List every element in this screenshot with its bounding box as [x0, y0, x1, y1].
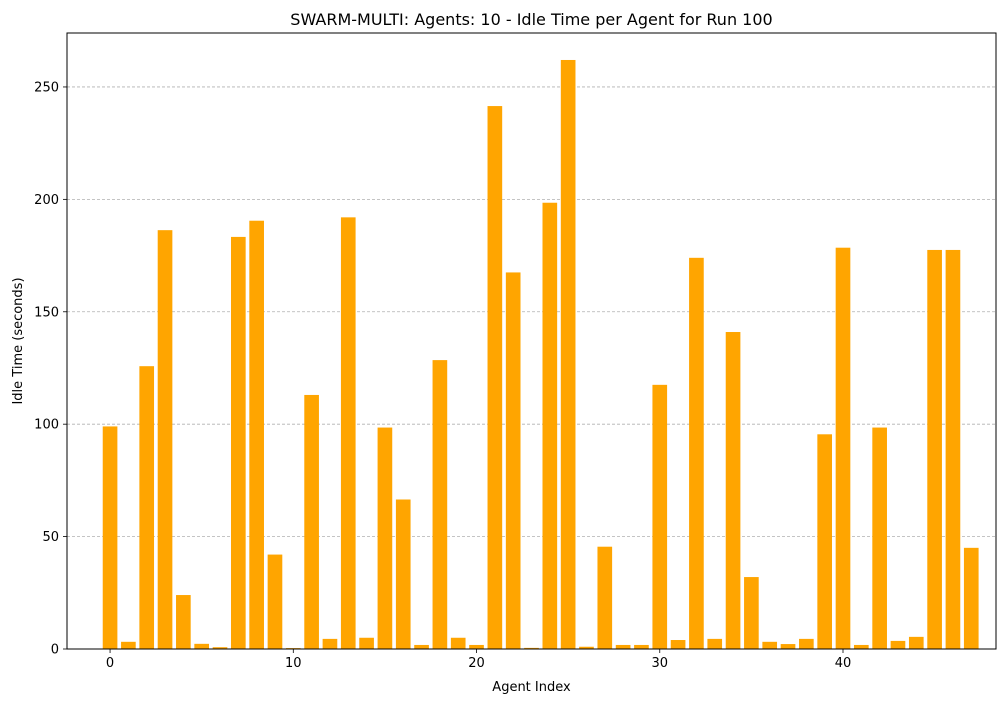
- chart-title: SWARM-MULTI: Agents: 10 - Idle Time per …: [290, 10, 772, 29]
- bar: [157, 230, 173, 649]
- plot-frame: [66, 32, 997, 650]
- bar: [340, 217, 356, 649]
- bar: [780, 644, 796, 649]
- y-tick-label: 100: [34, 418, 59, 433]
- x-tick-label: 40: [835, 656, 852, 671]
- bar: [615, 644, 631, 649]
- bars: [102, 59, 979, 650]
- bar: [945, 249, 961, 649]
- bar: [744, 577, 759, 649]
- bar: [194, 643, 210, 649]
- x-axis: 0 10 20 30 40: [106, 649, 851, 671]
- bar: [908, 636, 924, 649]
- bar: [817, 434, 833, 649]
- bar: [304, 394, 319, 649]
- y-tick-label: 150: [34, 305, 59, 320]
- bar: [432, 360, 448, 649]
- bar: [963, 547, 979, 649]
- bar: [139, 366, 155, 649]
- y-tick-label: 250: [34, 80, 59, 95]
- bar: [927, 249, 942, 649]
- bar: [890, 640, 906, 649]
- bar: [762, 641, 778, 649]
- y-tick-label: 0: [51, 643, 59, 658]
- bar: [176, 595, 191, 649]
- bar: [725, 332, 741, 649]
- y-tick-label: 50: [42, 530, 59, 545]
- x-tick-label: 20: [468, 656, 485, 671]
- bar: [597, 546, 613, 649]
- bar: [450, 637, 466, 649]
- y-axis-title: Idle Time (seconds): [11, 277, 26, 404]
- gridlines: [67, 86, 996, 537]
- bar: [634, 644, 649, 649]
- x-tick-label: 0: [106, 656, 114, 671]
- bar: [487, 106, 503, 650]
- bar: [689, 257, 704, 649]
- bar: [560, 59, 576, 650]
- bar: [835, 247, 851, 649]
- bar: [853, 644, 869, 649]
- y-tick-label: 200: [34, 193, 59, 208]
- x-tick-label: 10: [285, 656, 302, 671]
- bar: [121, 641, 136, 649]
- bar: [872, 427, 887, 649]
- bar: [102, 426, 118, 649]
- x-axis-title: Agent Index: [492, 680, 571, 695]
- bar: [377, 427, 393, 649]
- bar: [469, 644, 484, 649]
- bar: [212, 647, 228, 649]
- bar: [524, 647, 539, 649]
- bar: [799, 638, 814, 649]
- bar: [249, 220, 264, 649]
- bar: [707, 638, 723, 649]
- bar: [505, 272, 521, 649]
- bar: [670, 640, 686, 649]
- bar: [359, 637, 374, 649]
- x-tick-label: 30: [651, 656, 668, 671]
- bar: [579, 646, 594, 649]
- bar: [414, 644, 429, 649]
- bar: [322, 638, 338, 649]
- bar: [542, 202, 558, 649]
- bar: [395, 499, 411, 649]
- bar: [230, 236, 246, 649]
- y-axis: 0 50 100 150 200 250: [34, 80, 67, 658]
- bar: [267, 554, 283, 649]
- bar: [652, 384, 668, 649]
